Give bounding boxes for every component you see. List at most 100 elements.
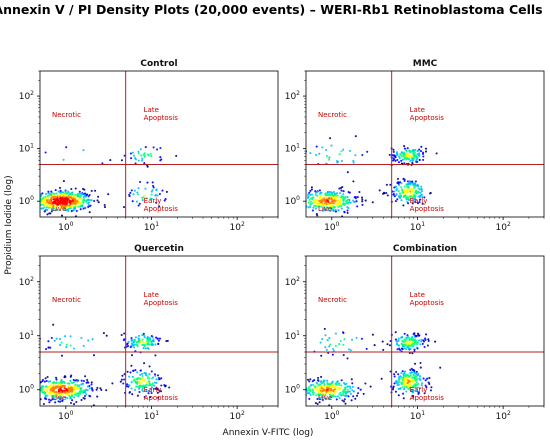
- data-point: [397, 387, 400, 390]
- data-point: [127, 340, 130, 343]
- data-point: [69, 375, 72, 378]
- data-point: [359, 388, 362, 391]
- data-point: [403, 385, 406, 388]
- data-point: [57, 199, 60, 203]
- data-point: [406, 334, 409, 337]
- data-point: [389, 370, 392, 373]
- data-point: [307, 193, 310, 196]
- data-point: [400, 182, 403, 185]
- data-point: [71, 392, 74, 395]
- data-point: [74, 215, 78, 217]
- data-point: [87, 195, 90, 198]
- quadrant-label-live: Live: [318, 205, 332, 213]
- data-point: [310, 188, 313, 191]
- data-point: [324, 334, 327, 337]
- data-point: [338, 397, 341, 400]
- data-point: [329, 194, 332, 197]
- data-point: [53, 339, 56, 342]
- data-point: [47, 380, 50, 383]
- data-point: [87, 381, 90, 384]
- data-point: [332, 386, 335, 389]
- data-point: [46, 204, 49, 207]
- data-point: [151, 382, 154, 385]
- data-point: [318, 396, 321, 400]
- data-point: [49, 201, 52, 204]
- data-point: [337, 382, 340, 385]
- data-point: [308, 397, 311, 400]
- data-point: [427, 339, 430, 342]
- data-point: [317, 202, 320, 205]
- data-point: [51, 398, 54, 401]
- data-point: [79, 388, 82, 391]
- data-point: [72, 403, 76, 406]
- data-point: [52, 393, 55, 397]
- data-point: [89, 204, 92, 207]
- data-point: [396, 152, 399, 156]
- data-point: [59, 400, 62, 403]
- data-point: [90, 383, 93, 386]
- data-point: [415, 156, 418, 159]
- data-point: [158, 337, 162, 340]
- data-point: [74, 379, 77, 382]
- data-point: [385, 183, 388, 186]
- panel-1: Control 100 100 101 101 102 102 Necrotic Late Apo…: [19, 59, 279, 233]
- data-point: [420, 384, 423, 387]
- panel-3: Quercetin 100 100 101 101 102 102 Necrotic Late A…: [19, 244, 279, 422]
- data-point: [347, 191, 350, 194]
- data-point: [77, 205, 80, 208]
- data-point: [131, 339, 134, 342]
- data-point: [396, 158, 399, 162]
- data-point: [155, 378, 158, 381]
- data-point: [129, 371, 132, 374]
- data-point: [136, 378, 139, 381]
- data-point: [418, 188, 421, 191]
- data-point: [136, 371, 139, 374]
- data-point: [415, 375, 418, 378]
- data-point: [308, 191, 311, 194]
- data-point: [403, 145, 406, 148]
- data-point: [133, 343, 136, 346]
- data-point: [40, 200, 42, 203]
- data-point: [398, 192, 402, 195]
- data-point: [79, 192, 82, 195]
- data-point: [337, 387, 340, 390]
- data-point: [405, 197, 408, 200]
- data-point: [32, 204, 34, 206]
- data-point: [285, 398, 287, 400]
- data-point: [130, 342, 133, 345]
- data-point: [407, 336, 411, 340]
- data-point: [320, 205, 323, 208]
- data-point: [75, 200, 78, 203]
- data-point: [434, 340, 437, 343]
- data-point: [150, 190, 153, 193]
- axes-frame: [39, 70, 279, 218]
- data-point: [145, 197, 148, 200]
- data-point: [412, 373, 415, 376]
- data-point: [63, 387, 66, 390]
- data-point: [402, 151, 406, 154]
- axes-frame: [305, 70, 545, 218]
- data-point: [165, 190, 168, 193]
- data-point: [44, 388, 47, 391]
- quadrant-label-late-apoptosis: Late Apoptosis: [410, 106, 445, 122]
- data-point: [70, 210, 73, 213]
- data-point: [73, 391, 76, 395]
- data-point: [307, 386, 310, 389]
- data-point: [422, 158, 425, 161]
- data-point: [398, 381, 401, 384]
- data-point: [421, 202, 424, 205]
- data-point: [418, 158, 421, 162]
- data-point: [168, 386, 171, 389]
- data-point: [77, 387, 80, 390]
- data-point: [344, 196, 347, 199]
- data-point: [349, 392, 352, 395]
- data-point: [312, 393, 315, 396]
- data-point: [398, 181, 402, 184]
- data-point: [331, 381, 334, 384]
- data-point: [147, 341, 150, 344]
- data-point: [318, 401, 321, 404]
- data-point: [52, 198, 55, 201]
- data-point: [302, 202, 304, 204]
- x-tick-label: 101: [144, 221, 159, 233]
- data-point: [329, 210, 332, 213]
